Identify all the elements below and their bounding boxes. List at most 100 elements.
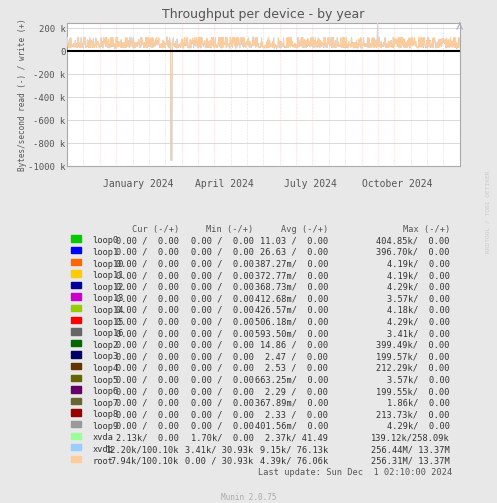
Text: 4.19k/  0.00: 4.19k/ 0.00 xyxy=(387,271,450,280)
Text: loop1: loop1 xyxy=(92,248,119,257)
Text: January 2024: January 2024 xyxy=(102,179,173,189)
Text: Max (-/+): Max (-/+) xyxy=(403,225,450,234)
Text: 3.57k/  0.00: 3.57k/ 0.00 xyxy=(387,376,450,384)
Text: loop7: loop7 xyxy=(92,399,119,408)
Text: 0.00 /  0.00: 0.00 / 0.00 xyxy=(116,364,179,373)
Text: loop0: loop0 xyxy=(92,236,119,245)
Text: 426.57m/  0.00: 426.57m/ 0.00 xyxy=(254,306,328,315)
Text: loop4: loop4 xyxy=(92,364,119,373)
Text: 2.13k/  0.00: 2.13k/ 0.00 xyxy=(116,434,179,443)
Text: 0.00 /  0.00: 0.00 / 0.00 xyxy=(190,410,253,420)
Text: 4.39k/ 76.06k: 4.39k/ 76.06k xyxy=(260,457,328,466)
Text: 0.00 /  0.00: 0.00 / 0.00 xyxy=(190,236,253,245)
Text: loop3: loop3 xyxy=(92,352,119,361)
Text: 1.70k/  0.00: 1.70k/ 0.00 xyxy=(190,434,253,443)
Bar xyxy=(71,409,81,415)
Text: 506.18m/  0.00: 506.18m/ 0.00 xyxy=(254,317,328,326)
Bar xyxy=(71,375,81,381)
Text: loop5: loop5 xyxy=(92,376,119,384)
Text: loop11: loop11 xyxy=(92,271,124,280)
Text: 0.00 /  0.00: 0.00 / 0.00 xyxy=(116,306,179,315)
Text: 0.00 /  0.00: 0.00 / 0.00 xyxy=(116,329,179,338)
Text: 3.41k/ 30.93k: 3.41k/ 30.93k xyxy=(185,445,253,454)
Text: loop12: loop12 xyxy=(92,283,124,292)
Text: Munin 2.0.75: Munin 2.0.75 xyxy=(221,493,276,502)
Text: 0.00 /  0.00: 0.00 / 0.00 xyxy=(116,410,179,420)
Text: 2.29 /  0.00: 2.29 / 0.00 xyxy=(265,387,328,396)
Text: Last update: Sun Dec  1 02:10:00 2024: Last update: Sun Dec 1 02:10:00 2024 xyxy=(257,468,452,477)
Text: loop15: loop15 xyxy=(92,317,124,326)
Text: 4.29k/  0.00: 4.29k/ 0.00 xyxy=(387,283,450,292)
Text: 372.77m/  0.00: 372.77m/ 0.00 xyxy=(254,271,328,280)
Bar xyxy=(71,421,81,428)
Text: 0.00 /  0.00: 0.00 / 0.00 xyxy=(190,387,253,396)
Text: 0.00 /  0.00: 0.00 / 0.00 xyxy=(190,248,253,257)
Bar xyxy=(71,398,81,404)
Text: 256.31M/ 13.37M: 256.31M/ 13.37M xyxy=(371,457,450,466)
Text: 367.89m/  0.00: 367.89m/ 0.00 xyxy=(254,399,328,408)
Text: 0.00 /  0.00: 0.00 / 0.00 xyxy=(190,283,253,292)
Bar xyxy=(71,352,81,358)
Text: 401.56m/  0.00: 401.56m/ 0.00 xyxy=(254,422,328,431)
Text: loop9: loop9 xyxy=(92,422,119,431)
Text: 0.00 /  0.00: 0.00 / 0.00 xyxy=(190,294,253,303)
Bar xyxy=(71,270,81,277)
Text: loop8: loop8 xyxy=(92,410,119,420)
Text: 0.00 /  0.00: 0.00 / 0.00 xyxy=(116,260,179,269)
Text: Avg (-/+): Avg (-/+) xyxy=(281,225,328,234)
Text: 2.33 /  0.00: 2.33 / 0.00 xyxy=(265,410,328,420)
Text: 412.68m/  0.00: 412.68m/ 0.00 xyxy=(254,294,328,303)
Text: 4.18k/  0.00: 4.18k/ 0.00 xyxy=(387,306,450,315)
Text: Min (-/+): Min (-/+) xyxy=(206,225,253,234)
Text: 0.00 /  0.00: 0.00 / 0.00 xyxy=(190,317,253,326)
Text: 139.12k/258.09k: 139.12k/258.09k xyxy=(371,434,450,443)
Bar xyxy=(71,282,81,288)
Text: 0.00 /  0.00: 0.00 / 0.00 xyxy=(190,352,253,361)
Text: October 2024: October 2024 xyxy=(362,179,432,189)
Text: 2.47 /  0.00: 2.47 / 0.00 xyxy=(265,352,328,361)
Text: 0.00 /  0.00: 0.00 / 0.00 xyxy=(116,352,179,361)
Text: 0.00 /  0.00: 0.00 / 0.00 xyxy=(116,248,179,257)
Bar xyxy=(71,444,81,451)
Text: loop2: loop2 xyxy=(92,341,119,350)
Text: 4.29k/  0.00: 4.29k/ 0.00 xyxy=(387,422,450,431)
Text: 4.29k/  0.00: 4.29k/ 0.00 xyxy=(387,317,450,326)
Bar xyxy=(71,433,81,439)
Bar xyxy=(71,305,81,311)
Text: 212.29k/  0.00: 212.29k/ 0.00 xyxy=(376,364,450,373)
Text: 396.70k/  0.00: 396.70k/ 0.00 xyxy=(376,248,450,257)
Text: 3.57k/  0.00: 3.57k/ 0.00 xyxy=(387,294,450,303)
Text: 199.57k/  0.00: 199.57k/ 0.00 xyxy=(376,352,450,361)
Text: 0.00 /  0.00: 0.00 / 0.00 xyxy=(190,260,253,269)
Text: 0.00 /  0.00: 0.00 / 0.00 xyxy=(116,271,179,280)
Text: loop14: loop14 xyxy=(92,306,124,315)
Bar xyxy=(71,235,81,242)
Text: July 2024: July 2024 xyxy=(284,179,337,189)
Text: 0.00 /  0.00: 0.00 / 0.00 xyxy=(116,376,179,384)
Text: 0.00 /  0.00: 0.00 / 0.00 xyxy=(190,364,253,373)
Text: 0.00 /  0.00: 0.00 / 0.00 xyxy=(116,341,179,350)
Text: 3.41k/  0.00: 3.41k/ 0.00 xyxy=(387,329,450,338)
Text: 0.00 /  0.00: 0.00 / 0.00 xyxy=(116,399,179,408)
Title: Throughput per device - by year: Throughput per device - by year xyxy=(162,9,365,22)
Text: 368.73m/  0.00: 368.73m/ 0.00 xyxy=(254,283,328,292)
Bar xyxy=(71,293,81,300)
Text: 0.00 /  0.00: 0.00 / 0.00 xyxy=(116,317,179,326)
Text: 0.00 /  0.00: 0.00 / 0.00 xyxy=(190,271,253,280)
Text: 4.19k/  0.00: 4.19k/ 0.00 xyxy=(387,260,450,269)
Text: 0.00 /  0.00: 0.00 / 0.00 xyxy=(190,306,253,315)
Text: April 2024: April 2024 xyxy=(195,179,253,189)
Bar xyxy=(71,316,81,323)
Text: 11.03 /  0.00: 11.03 / 0.00 xyxy=(260,236,328,245)
Bar xyxy=(71,386,81,392)
Text: 199.55k/  0.00: 199.55k/ 0.00 xyxy=(376,387,450,396)
Text: 0.00 /  0.00: 0.00 / 0.00 xyxy=(190,422,253,431)
Text: 0.00 /  0.00: 0.00 / 0.00 xyxy=(116,422,179,431)
Text: xvda: xvda xyxy=(92,434,114,443)
Text: 14.86 /  0.00: 14.86 / 0.00 xyxy=(260,341,328,350)
Text: 0.00 /  0.00: 0.00 / 0.00 xyxy=(190,376,253,384)
Text: loop10: loop10 xyxy=(92,260,124,269)
Text: RRDTOOL / TOBI OETIKER: RRDTOOL / TOBI OETIKER xyxy=(486,170,491,253)
Text: 0.00 /  0.00: 0.00 / 0.00 xyxy=(190,399,253,408)
Text: 0.00 /  0.00: 0.00 / 0.00 xyxy=(116,236,179,245)
